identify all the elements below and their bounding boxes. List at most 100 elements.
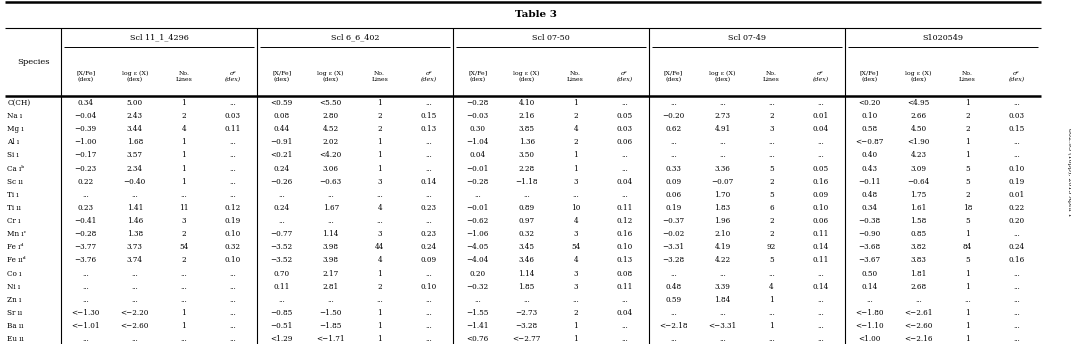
Text: ...: ... [425, 164, 432, 172]
Text: −0.77: −0.77 [271, 230, 292, 238]
Text: −0.03: −0.03 [467, 112, 488, 120]
Text: −2.73: −2.73 [515, 309, 538, 317]
Text: 2: 2 [769, 178, 774, 186]
Text: 1.14: 1.14 [322, 230, 338, 238]
Text: −0.28: −0.28 [75, 230, 96, 238]
Text: 2.73: 2.73 [714, 112, 730, 120]
Text: 1: 1 [181, 99, 186, 107]
Text: Ti ı: Ti ı [7, 191, 19, 199]
Text: ...: ... [1013, 322, 1020, 330]
Text: 0.43: 0.43 [861, 164, 877, 172]
Text: 2.02: 2.02 [322, 138, 338, 146]
Text: ...: ... [229, 283, 236, 291]
Text: 0.58: 0.58 [861, 125, 877, 133]
Text: −1.41: −1.41 [466, 322, 489, 330]
Text: 3: 3 [573, 178, 578, 186]
Text: 1: 1 [965, 309, 970, 317]
Text: 3.85: 3.85 [518, 125, 534, 133]
Text: ...: ... [132, 335, 138, 343]
Text: 3.82: 3.82 [910, 243, 926, 251]
Text: ...: ... [670, 99, 677, 107]
Text: σᵃ
(dex): σᵃ (dex) [421, 71, 437, 82]
Text: 0.19: 0.19 [1009, 178, 1025, 186]
Text: 11: 11 [179, 204, 188, 212]
Text: ...: ... [229, 191, 236, 199]
Text: 1: 1 [769, 322, 774, 330]
Text: ...: ... [278, 191, 285, 199]
Text: ...: ... [1013, 230, 1020, 238]
Text: −1.00: −1.00 [75, 138, 97, 146]
Text: −0.38: −0.38 [859, 217, 880, 225]
Text: ...: ... [768, 151, 775, 159]
Text: 54: 54 [571, 243, 580, 251]
Text: 1: 1 [181, 164, 186, 172]
Text: 0.34: 0.34 [78, 99, 94, 107]
Text: 0.14: 0.14 [861, 283, 877, 291]
Text: 2: 2 [965, 112, 970, 120]
Text: No.
Lines: No. Lines [764, 71, 780, 82]
Text: 0.20: 0.20 [1009, 217, 1025, 225]
Text: ...: ... [621, 191, 628, 199]
Text: 1: 1 [965, 322, 970, 330]
Text: 2.80: 2.80 [322, 112, 338, 120]
Text: Scl 07-49: Scl 07-49 [728, 34, 766, 42]
Text: 3.06: 3.06 [322, 164, 338, 172]
Text: −3.77: −3.77 [75, 243, 96, 251]
Text: −0.63: −0.63 [319, 178, 342, 186]
Text: −0.02: −0.02 [663, 230, 684, 238]
Text: ...: ... [425, 335, 432, 343]
Text: 1: 1 [573, 151, 578, 159]
Text: −0.37: −0.37 [663, 217, 684, 225]
Text: ...: ... [132, 296, 138, 304]
Text: 92: 92 [767, 243, 776, 251]
Text: 3.46: 3.46 [518, 256, 534, 265]
Text: <0.59: <0.59 [271, 99, 292, 107]
Text: ...: ... [328, 217, 334, 225]
Text: log ε (X)
(dex): log ε (X) (dex) [121, 71, 148, 82]
Text: 3: 3 [769, 125, 774, 133]
Text: 0.11: 0.11 [617, 283, 633, 291]
Text: σᵃ
(dex): σᵃ (dex) [1009, 71, 1025, 82]
Text: ...: ... [670, 138, 677, 146]
Text: 0.12: 0.12 [617, 217, 633, 225]
Text: Na ı: Na ı [7, 112, 22, 120]
Text: 3.98: 3.98 [322, 256, 338, 265]
Text: 1: 1 [377, 151, 382, 159]
Text: <−2.61: <−2.61 [904, 309, 933, 317]
Text: 84: 84 [963, 243, 972, 251]
Text: 0.15: 0.15 [421, 112, 437, 120]
Text: ...: ... [229, 164, 236, 172]
Text: 0.23: 0.23 [421, 204, 437, 212]
Text: Fe ııᵈ: Fe ııᵈ [7, 256, 26, 265]
Text: 4.91: 4.91 [714, 125, 730, 133]
Text: 0.24: 0.24 [421, 243, 437, 251]
Text: ...: ... [82, 191, 89, 199]
Text: 1: 1 [181, 322, 186, 330]
Text: ...: ... [621, 99, 628, 107]
Text: <1.90: <1.90 [907, 138, 930, 146]
Text: ...: ... [425, 296, 432, 304]
Text: ...: ... [425, 322, 432, 330]
Text: 4: 4 [573, 256, 578, 265]
Text: 1: 1 [573, 335, 578, 343]
Text: 2.66: 2.66 [910, 112, 926, 120]
Text: <−1.71: <−1.71 [316, 335, 345, 343]
Text: 0.19: 0.19 [225, 217, 241, 225]
Text: [X/Fe]
(dex): [X/Fe] (dex) [664, 71, 683, 82]
Text: S1020549: S1020549 [922, 34, 964, 42]
Text: 2: 2 [573, 309, 578, 317]
Text: 1.68: 1.68 [126, 138, 142, 146]
Text: 2: 2 [181, 230, 186, 238]
Text: Sc ıı: Sc ıı [7, 178, 24, 186]
Text: <−0.87: <−0.87 [856, 138, 884, 146]
Text: −1.55: −1.55 [467, 309, 488, 317]
Text: ...: ... [376, 296, 383, 304]
Text: <1.29: <1.29 [271, 335, 292, 343]
Text: ...: ... [229, 309, 236, 317]
Text: <0.21: <0.21 [271, 151, 292, 159]
Text: Scl 6_6_402: Scl 6_6_402 [331, 34, 379, 42]
Text: 1.83: 1.83 [714, 204, 730, 212]
Text: 0.40: 0.40 [861, 151, 877, 159]
Text: 1: 1 [377, 309, 382, 317]
Text: 5: 5 [769, 256, 774, 265]
